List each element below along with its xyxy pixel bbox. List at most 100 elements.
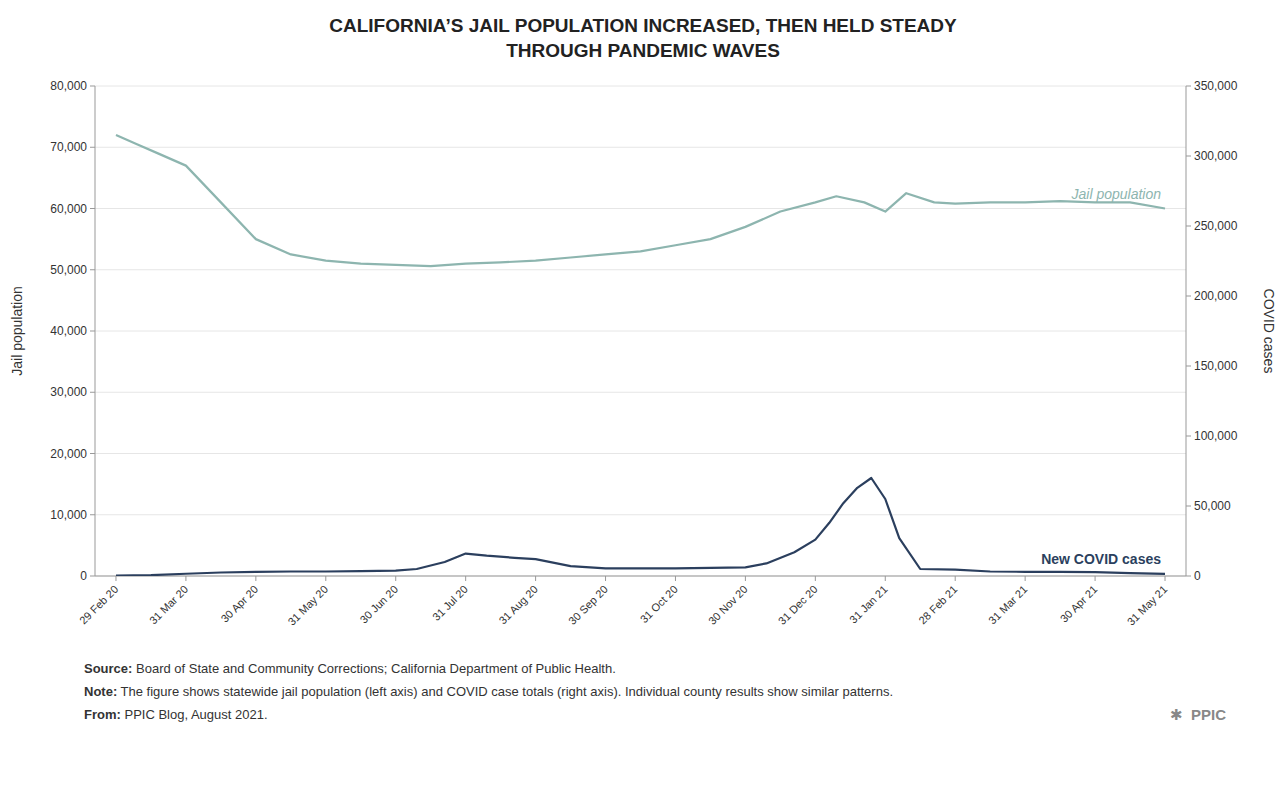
- y-axis-label: Jail population: [9, 286, 25, 376]
- x-tick-label: 31 Dec 20: [776, 583, 820, 627]
- y-tick-label: 60,000: [50, 202, 87, 216]
- y-tick-label: 0: [80, 569, 87, 583]
- x-tick-label: 28 Feb 21: [916, 583, 960, 627]
- x-tick-label: 31 Aug 20: [496, 583, 540, 627]
- y2-tick: [1186, 296, 1191, 297]
- y2-axis-label: COVID cases: [1261, 289, 1277, 374]
- x-tick: [885, 576, 886, 581]
- y-tick-label: 20,000: [50, 447, 87, 461]
- x-tick: [115, 576, 116, 581]
- grid-line: [95, 147, 1186, 148]
- y2-axis-line: [1186, 86, 1187, 576]
- x-tick: [535, 576, 536, 581]
- x-tick: [605, 576, 606, 581]
- y-tick: [90, 514, 95, 515]
- x-tick-label: 31 Oct 20: [638, 583, 680, 625]
- y-tick-label: 70,000: [50, 140, 87, 154]
- y2-tick: [1186, 576, 1191, 577]
- series-label: New COVID cases: [1041, 551, 1161, 567]
- grid-line: [95, 331, 1186, 332]
- grid: [95, 86, 1186, 576]
- footnote: From: PPIC Blog, August 2021.: [84, 706, 1116, 725]
- footer: Source: Board of State and Community Cor…: [0, 656, 1286, 725]
- x-tick-label: 30 Jun 20: [357, 583, 400, 626]
- x-tick-label: 31 May 21: [1125, 583, 1170, 628]
- y-tick-label: 10,000: [50, 508, 87, 522]
- x-tick: [675, 576, 676, 581]
- x-tick-label: 30 Apr 20: [218, 583, 260, 625]
- y2-tick-label: 50,000: [1194, 499, 1231, 513]
- series-labels: Jail population New COVID cases: [1041, 186, 1161, 567]
- series-label: Jail population: [1071, 186, 1162, 202]
- y-tick-label: 30,000: [50, 385, 87, 399]
- y2-tick: [1186, 86, 1191, 87]
- footnote: Note: The figure shows statewide jail po…: [84, 683, 1116, 702]
- grid-line: [95, 514, 1186, 515]
- grid-line: [95, 269, 1186, 270]
- y-tick: [90, 147, 95, 148]
- axes: 0 10,000 20,000 30,000 40,000 50,000 60,000 70,…: [9, 79, 1277, 628]
- y2-tick-label: 300,000: [1194, 149, 1238, 163]
- x-tick-label: 29 Feb 20: [77, 583, 121, 627]
- y2-tick-label: 0: [1194, 569, 1201, 583]
- y-tick: [90, 208, 95, 209]
- footnote-label: From:: [84, 707, 121, 722]
- grid-line: [95, 208, 1186, 209]
- x-tick: [325, 576, 326, 581]
- y-tick-label: 80,000: [50, 79, 87, 93]
- x-tick: [955, 576, 956, 581]
- y2-tick: [1186, 226, 1191, 227]
- y2-tick-label: 150,000: [1194, 359, 1238, 373]
- y-tick-label: 40,000: [50, 324, 87, 338]
- y2-tick: [1186, 366, 1191, 367]
- y2-tick: [1186, 436, 1191, 437]
- x-tick-label: 30 Sep 20: [566, 583, 610, 627]
- x-tick: [745, 576, 746, 581]
- series-line: [116, 478, 1165, 576]
- x-axis-line: [95, 576, 1186, 577]
- x-tick-label: 31 Jul 20: [430, 583, 470, 623]
- plot-data: [116, 135, 1165, 576]
- chart-svg: 0 10,000 20,000 30,000 40,000 50,000 60,000 70,…: [0, 66, 1286, 656]
- footnote-text: Board of State and Community Corrections…: [136, 661, 616, 676]
- credit: ✱ PPIC: [1170, 704, 1226, 726]
- y-tick: [90, 269, 95, 270]
- title: CALIFORNIA’S JAIL POPULATION INCREASED, …: [0, 0, 1286, 66]
- grid-line: [95, 392, 1186, 393]
- y2-tick-label: 200,000: [1194, 289, 1238, 303]
- grid-line: [95, 576, 1186, 577]
- y2-tick-label: 100,000: [1194, 429, 1238, 443]
- x-tick: [185, 576, 186, 581]
- y-tick-label: 50,000: [50, 263, 87, 277]
- y2-tick: [1186, 156, 1191, 157]
- x-tick: [815, 576, 816, 581]
- x-tick: [1165, 576, 1166, 581]
- y-tick: [90, 331, 95, 332]
- x-tick-label: 31 Mar 20: [147, 583, 191, 627]
- grid-line: [95, 453, 1186, 454]
- x-tick: [395, 576, 396, 581]
- x-tick-label: 31 Mar 21: [986, 583, 1030, 627]
- grid-line: [95, 86, 1186, 87]
- x-tick: [255, 576, 256, 581]
- x-tick: [1025, 576, 1026, 581]
- x-tick-label: 30 Apr 21: [1058, 583, 1100, 625]
- x-tick-label: 30 Nov 20: [706, 583, 750, 627]
- y2-tick-label: 350,000: [1194, 79, 1238, 93]
- y-tick: [90, 86, 95, 87]
- y-tick: [90, 576, 95, 577]
- footnote-text: PPIC Blog, August 2021.: [124, 707, 267, 722]
- x-tick-label: 31 Jan 21: [847, 583, 890, 626]
- y-tick: [90, 453, 95, 454]
- footnote: Source: Board of State and Community Cor…: [84, 660, 1116, 679]
- footnote-text: The figure shows statewide jail populati…: [121, 684, 893, 699]
- chart-area: 0 10,000 20,000 30,000 40,000 50,000 60,000 70,…: [0, 66, 1286, 656]
- y2-tick-label: 250,000: [1194, 219, 1238, 233]
- series-line: [116, 135, 1165, 266]
- x-tick: [465, 576, 466, 581]
- y-tick: [90, 392, 95, 393]
- y2-tick: [1186, 506, 1191, 507]
- footnote-label: Source:: [84, 661, 132, 676]
- x-tick: [1095, 576, 1096, 581]
- footnote-label: Note:: [84, 684, 117, 699]
